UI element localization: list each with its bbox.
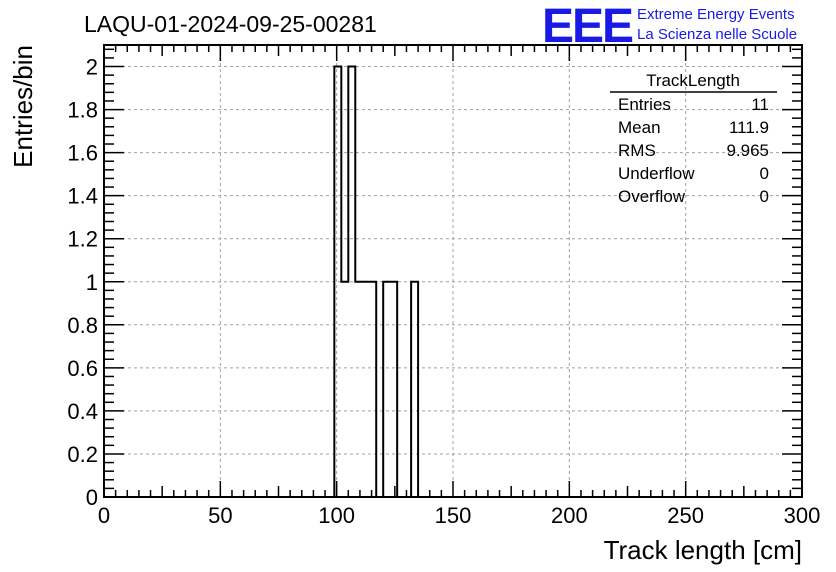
y-tick-label: 0.4	[67, 399, 98, 424]
y-tick-label: 1.6	[67, 141, 98, 166]
y-tick-label: 0.2	[67, 442, 98, 467]
x-tick-label: 0	[98, 503, 110, 528]
chart-title: LAQU-01-2024-09-25-00281	[84, 11, 377, 37]
eee-logo-line2: La Scienza nelle Scuole	[637, 26, 797, 43]
y-tick-labels: 0 0.2 0.4 0.6 0.8 1 1.2 1.4 1.6 1.8 2	[67, 55, 98, 510]
eee-logo-line1: Extreme Energy Events	[637, 6, 795, 23]
x-tick-labels: 0 50 100 150 200 250 300	[98, 503, 820, 528]
stats-row-value: 9.965	[726, 141, 769, 160]
stats-row-value: 0	[760, 164, 769, 183]
histogram-bars	[333, 65, 420, 497]
stats-rows: Entries 11 Mean 111.9 RMS 9.965 Underflow 0 Over…	[618, 95, 769, 206]
y-axis-title: Entries/bin	[8, 45, 38, 168]
x-tick-label: 150	[435, 503, 472, 528]
axis-ticks	[103, 45, 803, 498]
eee-logo: EEE Extreme Energy Events La Scienza nel…	[542, 0, 797, 53]
histogram-outline	[333, 65, 420, 497]
x-tick-label: 300	[784, 503, 821, 528]
x-tick-label: 200	[551, 503, 588, 528]
x-tick-label: 250	[667, 503, 704, 528]
stats-row-label: Underflow	[618, 164, 695, 183]
stats-row-label: Mean	[618, 118, 661, 137]
stats-row-value: 11	[751, 95, 769, 114]
stats-row-label: Overflow	[618, 187, 686, 206]
stats-row-value: 0	[760, 187, 769, 206]
grid-lines	[104, 45, 802, 497]
stats-row-label: RMS	[618, 141, 656, 160]
stats-row-label: Entries	[618, 95, 671, 114]
stats-title: TrackLength	[646, 71, 740, 90]
x-tick-label: 50	[208, 503, 232, 528]
x-tick-label: 100	[318, 503, 355, 528]
y-tick-label: 1.2	[67, 227, 98, 252]
y-tick-label: 1	[86, 270, 98, 295]
stats-row-value: 111.9	[729, 118, 769, 137]
y-tick-label: 2	[86, 55, 98, 80]
x-axis-title: Track length [cm]	[604, 535, 802, 565]
y-tick-label: 1.4	[67, 184, 98, 209]
stats-box: TrackLength Entries 11 Mean 111.9 RMS 9.965 Un…	[610, 71, 777, 206]
y-tick-label: 0.8	[67, 313, 98, 338]
y-tick-label: 1.8	[67, 98, 98, 123]
y-tick-label: 0.6	[67, 356, 98, 381]
y-tick-label: 0	[86, 485, 98, 510]
